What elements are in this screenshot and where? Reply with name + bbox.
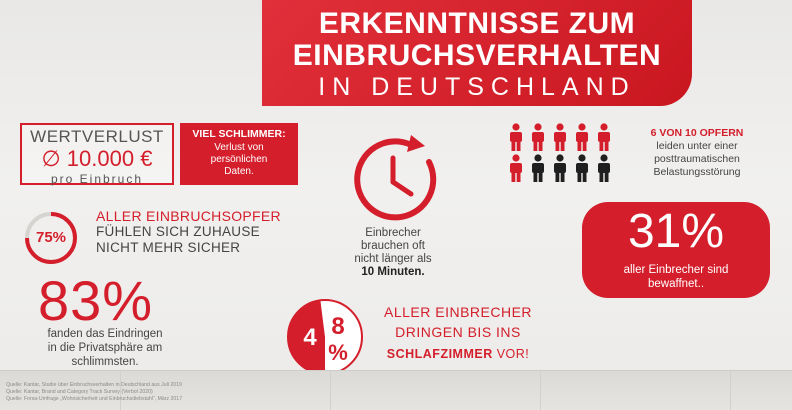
person-icon [598, 154, 610, 182]
stat83-text: fanden das Eindringen in die Privatsphär… [30, 327, 180, 369]
source-1: Quelle: Kantar, Studie über Einbruchsver… [6, 382, 182, 388]
viel-schlimmer-box: VIEL SCHLIMMER: Verlust von persönlichen… [180, 123, 298, 185]
victims-line2: posttraumatischen [654, 153, 740, 165]
victims-line3: Belastungsstörung [653, 166, 741, 178]
stat48-digit1: 4 [303, 324, 317, 351]
sources: Quelle: Kantar, Studie über Einbruchsver… [6, 382, 182, 403]
clock-line4: 10 Minuten. [361, 266, 425, 278]
stat31-card: 31% aller Einbrecher sind bewaffnet.. [582, 202, 770, 298]
stat75-line3: NICHT MEHR SICHER [96, 240, 241, 255]
clock-icon [343, 132, 443, 224]
viel-schlimmer-line3: Daten. [224, 166, 254, 177]
viel-schlimmer-text: Verlust von persönlichen Daten. [180, 142, 298, 178]
stat31-line1: aller Einbrecher sind [623, 264, 729, 276]
stat48-line1: ALLER EINBRECHER [384, 304, 533, 320]
stat48-line3a: SCHLAFZIMMER [386, 347, 493, 361]
person-icon [576, 123, 588, 151]
stat75-text: ALLER EINBRUCHSOPFER FÜHLEN SICH ZUHAUSE… [96, 208, 281, 256]
stat31-line2: bewaffnet.. [647, 278, 705, 290]
stat48-text: ALLER EINBRECHER DRINGEN BIS INS SCHLAFZ… [384, 304, 532, 362]
header-title-line2: EINBRUCHSVERHALTEN [292, 39, 662, 72]
viel-schlimmer-line1: Verlust von [214, 142, 264, 153]
person-icon [532, 154, 544, 182]
stat83-line2: in die Privatsphäre am [47, 342, 163, 354]
stat75-line1: ALLER EINBRUCHSOPFER [96, 208, 281, 224]
stat75-ring-icon [25, 212, 77, 264]
person-icon [532, 123, 544, 151]
clock-line2: brauchen oft [361, 240, 425, 252]
person-icon [554, 154, 566, 182]
stat48-digit2: 8 [331, 313, 344, 340]
clock-text: Einbrecher brauchen oft nicht länger als… [328, 227, 458, 279]
stat83-value: 83% [38, 269, 154, 332]
victims-line1: leiden unter einer [656, 140, 738, 152]
wertverlust-box: WERTVERLUST ∅ 10.000 € pro Einbruch [20, 123, 174, 186]
floor [0, 370, 792, 410]
stat48-line3b: VOR! [492, 347, 530, 361]
wertverlust-amount: ∅ 10.000 € [41, 146, 153, 171]
victims-people-grid [505, 123, 615, 185]
stat48-circle: 4 8 % [286, 298, 364, 376]
person-icon [554, 123, 566, 151]
source-3: Quelle: Forsa-Umfrage „Wohnsicherheit un… [6, 396, 183, 402]
stat75-ring: 75% [22, 209, 80, 267]
stat75-value: 75% [35, 229, 67, 246]
stat83-line3: schlimmsten. [71, 356, 139, 368]
header-banner: ERKENNTNISSE ZUM EINBRUCHSVERHALTEN IN D… [262, 0, 692, 106]
person-icon [510, 154, 522, 182]
stat48-line2: DRINGEN BIS INS [395, 324, 521, 340]
stat83-line1: fanden das Eindringen [47, 328, 163, 340]
person-icon [510, 123, 522, 151]
viel-schlimmer-title: VIEL SCHLIMMER: [192, 128, 286, 140]
header-title-line1: ERKENNTNISSE ZUM [318, 7, 636, 40]
stat48-percent: % [328, 340, 348, 365]
wertverlust-sub: pro Einbruch [50, 172, 144, 186]
source-2: Quelle: Kantar, Brand and Category Track… [6, 389, 153, 395]
person-icon [598, 123, 610, 151]
victims-text: 6 VON 10 OPFERN leiden unter einer postt… [622, 127, 772, 179]
viel-schlimmer-line2: persönlichen [210, 154, 268, 165]
wertverlust-title: WERTVERLUST [30, 127, 164, 146]
stat75-line2: FÜHLEN SICH ZUHAUSE [96, 224, 260, 239]
clock-line3: nicht länger als [354, 253, 432, 265]
clock-line1: Einbrecher [365, 227, 421, 239]
header-title-line3: IN DEUTSCHLAND [318, 73, 636, 101]
victims-headline: 6 VON 10 OPFERN [650, 127, 744, 139]
stat31-value: 31% [627, 205, 725, 258]
person-icon [576, 154, 588, 182]
